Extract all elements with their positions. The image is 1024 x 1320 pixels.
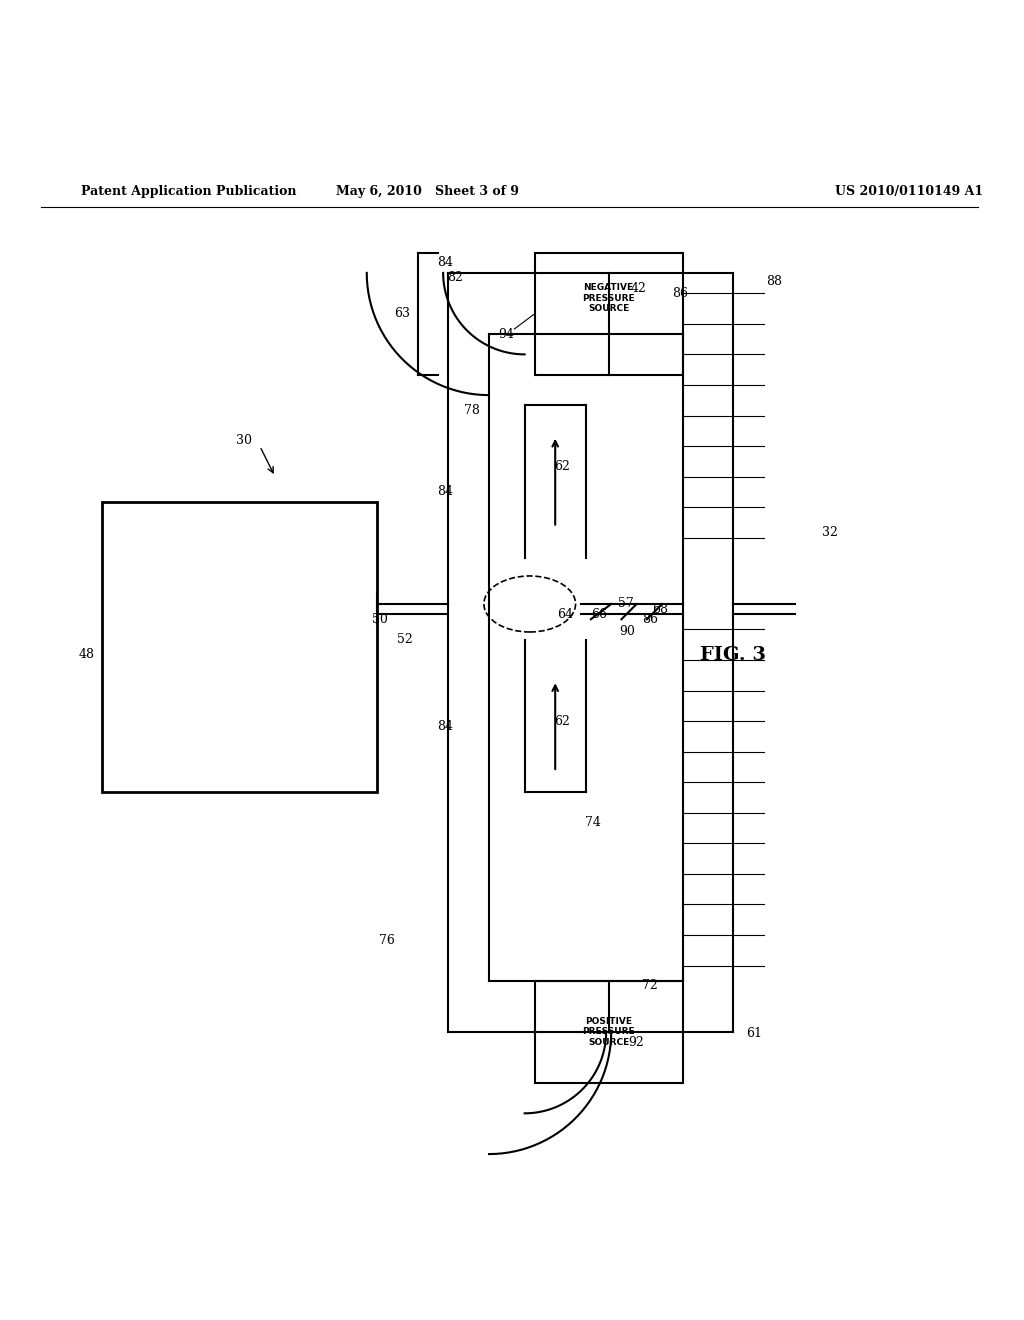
Text: 84: 84 bbox=[437, 256, 454, 269]
Text: 52: 52 bbox=[396, 634, 413, 645]
Text: POSITIVE
PRESSURE
SOURCE: POSITIVE PRESSURE SOURCE bbox=[583, 1016, 635, 1047]
Text: 74: 74 bbox=[585, 817, 601, 829]
Text: 78: 78 bbox=[464, 404, 479, 417]
Text: 72: 72 bbox=[642, 979, 657, 993]
Text: 64: 64 bbox=[557, 607, 573, 620]
Text: 61: 61 bbox=[745, 1027, 762, 1040]
Text: 92: 92 bbox=[628, 1035, 643, 1048]
Text: 86: 86 bbox=[642, 612, 658, 626]
Ellipse shape bbox=[484, 576, 575, 632]
Text: 68: 68 bbox=[652, 602, 668, 615]
Text: NEGATIVE
PRESSURE
SOURCE: NEGATIVE PRESSURE SOURCE bbox=[583, 284, 635, 313]
Text: 88: 88 bbox=[766, 275, 782, 288]
Text: 84: 84 bbox=[437, 486, 454, 499]
Bar bbox=[101, 502, 377, 792]
Text: 63: 63 bbox=[394, 308, 411, 321]
Text: 84: 84 bbox=[437, 719, 454, 733]
Text: US 2010/0110149 A1: US 2010/0110149 A1 bbox=[836, 185, 983, 198]
Text: 57: 57 bbox=[617, 598, 634, 610]
Text: 82: 82 bbox=[447, 272, 463, 285]
Text: 66: 66 bbox=[591, 607, 607, 620]
Bar bbox=[535, 981, 683, 1082]
Text: 62: 62 bbox=[554, 714, 570, 727]
Text: 86: 86 bbox=[673, 286, 688, 300]
Text: FIG. 3: FIG. 3 bbox=[700, 645, 767, 664]
Bar bbox=[535, 252, 683, 375]
Text: 42: 42 bbox=[631, 281, 647, 294]
Text: 32: 32 bbox=[822, 527, 839, 539]
Text: 50: 50 bbox=[372, 612, 388, 626]
Text: 30: 30 bbox=[237, 434, 253, 447]
Text: 94: 94 bbox=[499, 327, 514, 341]
Text: Patent Application Publication: Patent Application Publication bbox=[82, 185, 297, 198]
Text: May 6, 2010   Sheet 3 of 9: May 6, 2010 Sheet 3 of 9 bbox=[336, 185, 519, 198]
Text: 62: 62 bbox=[554, 459, 570, 473]
Text: 76: 76 bbox=[379, 933, 395, 946]
Text: 48: 48 bbox=[79, 648, 94, 661]
Text: 90: 90 bbox=[620, 624, 636, 638]
